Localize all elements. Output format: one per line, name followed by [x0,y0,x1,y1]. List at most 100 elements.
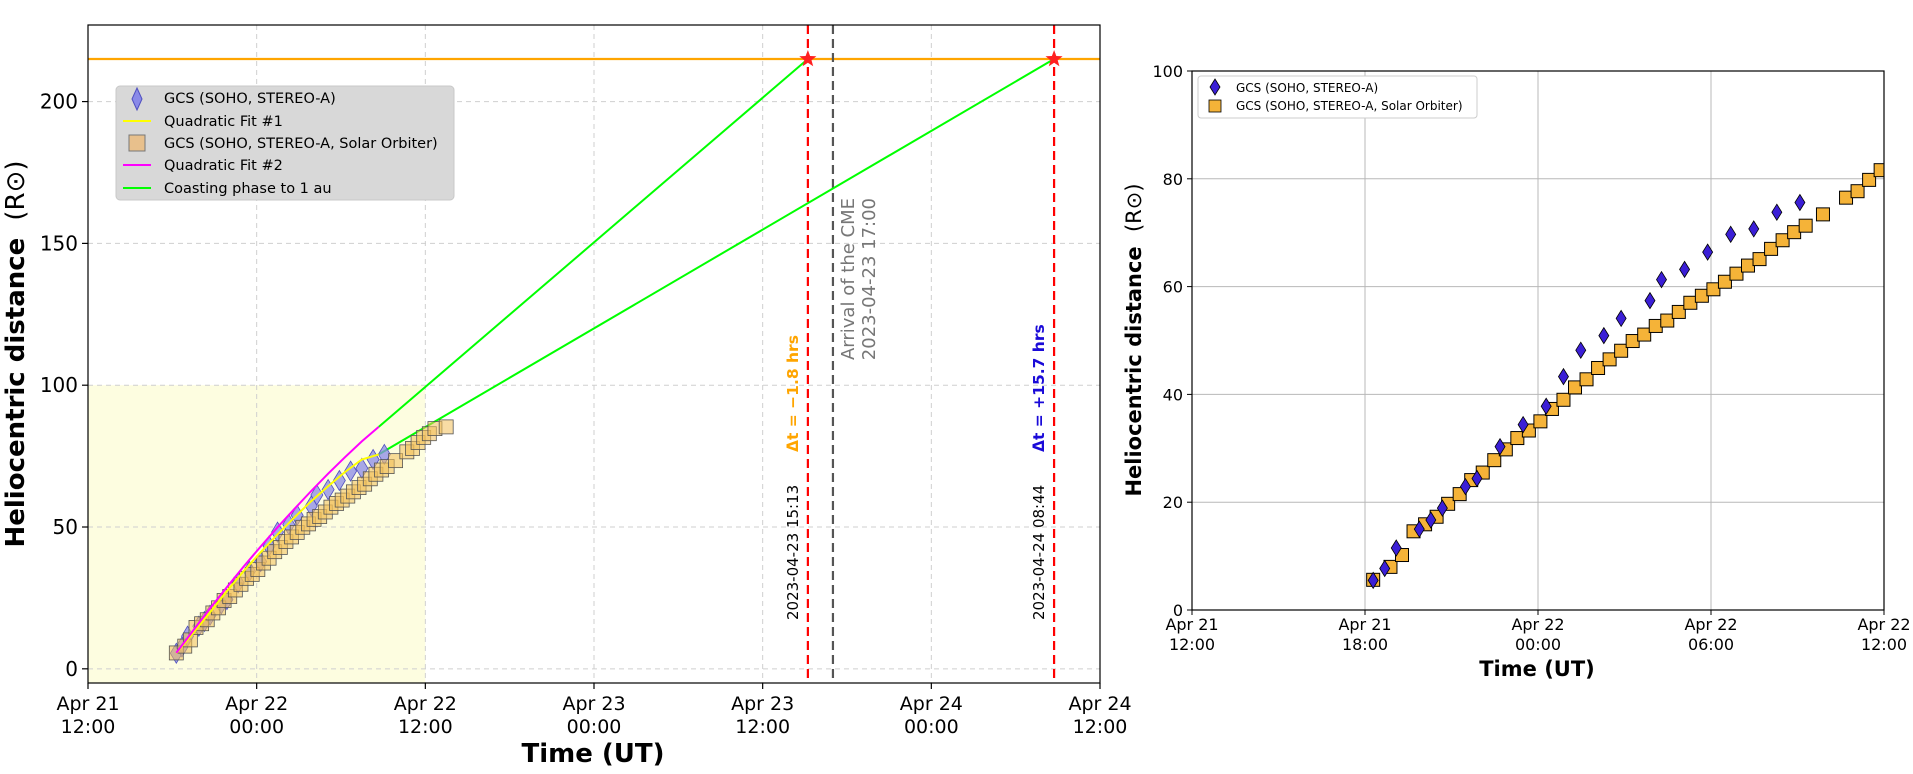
right-y-ticks: 0 20 40 60 80 100 [1152,62,1192,620]
right-legend: GCS (SOHO, STEREO-A) GCS (SOHO, STEREO-A… [1197,75,1478,119]
x-tick-label: 00:00 [1515,635,1561,654]
x-tick-label: 12:00 [1169,635,1215,654]
left-markers [168,419,454,664]
x-tick-label: 00:00 [904,716,959,738]
data-point-square [1614,343,1629,358]
data-point-diamond [1367,571,1379,590]
vertical-line-dt-label: Δt = −1.8 hrs [784,335,802,452]
data-point-diamond [1575,341,1587,359]
x-tick-label: Apr 22 [225,693,288,715]
data-point-square [1850,184,1865,199]
right-legend-label-2: GCS (SOHO, STEREO-A, Solar Orbiter) [1236,99,1463,113]
data-point-diamond [1615,309,1627,328]
left-y-axis-label: Heliocentric distance [1,238,31,548]
data-point-square [1602,352,1617,367]
x-tick-label: Apr 22 [394,693,457,715]
data-point-diamond [1598,326,1610,345]
data-point-diamond [1540,397,1552,416]
right-y-axis-unit: (R⊙) [1122,183,1146,232]
data-point-square [1798,218,1813,233]
data-point-square [1660,313,1675,328]
left-coasting-lines [378,58,1055,456]
y-tick-label: 150 [40,231,78,255]
left-y-ticks: 0 50 100 150 200 [40,90,88,681]
legend-diamond-icon [131,86,143,112]
x-tick-label: 00:00 [229,716,284,738]
left-legend-label-3: GCS (SOHO, STEREO-A, Solar Orbiter) [164,136,438,152]
data-point-diamond [1517,415,1529,434]
left-fit-lines [175,426,380,654]
data-point-square [1717,274,1732,289]
data-point-diamond [1702,243,1714,261]
legend-square-icon [128,134,146,152]
data-point-square [1568,380,1583,395]
legend-square-icon [1208,99,1222,113]
x-tick-label: 00:00 [567,716,622,738]
right-x-axis-label: Time (UT) [1479,657,1595,681]
data-point-square [1487,453,1502,468]
data-point-diamond [1725,225,1737,244]
data-point-diamond [1679,260,1691,279]
x-tick-label: 06:00 [1688,635,1734,654]
data-point-square [1873,163,1884,178]
vertical-line-dt-label: Δt = +15.7 hrs [1030,324,1048,452]
left-legend-label-1: GCS (SOHO, STEREO-A) [164,91,336,107]
x-tick-label: Apr 24 [1068,693,1131,715]
legend-diamond-icon [1209,78,1221,96]
x-tick-label: Apr 21 [1338,615,1391,634]
left-legend-label-4: Quadratic Fit #2 [164,158,283,174]
y-tick-label: 100 [40,373,78,397]
quadratic-fit-1 [175,453,379,654]
data-point-square [1579,372,1594,387]
right-markers [1366,147,1910,590]
star-marker [1045,50,1063,67]
x-tick-label: Apr 23 [731,693,794,715]
star-marker [799,50,817,67]
right-legend-label-1: GCS (SOHO, STEREO-A) [1236,81,1378,95]
right-grid [1191,70,1885,611]
vertical-line-date-label: 2023-04-23 15:13 [784,485,802,620]
data-point-square [1510,431,1525,446]
y-tick-label: 0 [65,657,78,681]
data-point-diamond [1494,437,1506,456]
data-point-square [1533,414,1548,429]
x-tick-label: 12:00 [1073,716,1128,738]
x-tick-label: 12:00 [61,716,116,738]
data-point-square [1706,282,1721,297]
left-x-axis-label: Time (UT) [521,739,664,769]
y-tick-label: 80 [1163,170,1183,189]
data-point-square [1671,304,1686,319]
x-tick-label: Apr 24 [900,693,963,715]
y-tick-label: 0 [1173,601,1183,620]
svg-text:Heliocentric distance: Heliocentric distance (R⊙) [1,161,31,548]
data-point-square [1897,147,1910,160]
data-point-diamond [1557,367,1569,386]
x-tick-label: Apr 21 [1165,615,1218,634]
data-point-diamond [1644,291,1656,310]
y-tick-label: 200 [40,90,78,114]
x-tick-label: Apr 23 [562,693,625,715]
quadratic-fit-2 [175,426,380,654]
left-legend-label-5: Coasting phase to 1 au [164,181,332,197]
y-tick-label: 50 [53,515,78,539]
left-vertical-line-labels: 2023-04-23 15:13 Δt = −1.8 hrs Arrival of … [784,198,1048,620]
data-point-square [1556,392,1571,407]
left-y-axis-unit: (R⊙) [1,161,31,221]
data-point-diamond [1771,203,1783,221]
data-point-diamond [1748,220,1760,238]
left-legend-box [115,85,455,201]
data-point-square [1729,266,1744,281]
x-tick-label: 18:00 [1342,635,1388,654]
svg-text:Heliocentric distance: Heliocentric distance (R⊙) [1122,183,1146,496]
data-point-diamond [1390,539,1402,557]
data-point-square [1637,327,1652,342]
data-point-square [1775,233,1790,248]
data-point-square [1764,241,1779,256]
data-point-diamond [1459,477,1471,496]
data-point-square [1862,172,1877,187]
x-tick-label: 12:00 [1861,635,1907,654]
left-vertical-lines [806,25,1056,683]
data-point-square [438,419,454,435]
